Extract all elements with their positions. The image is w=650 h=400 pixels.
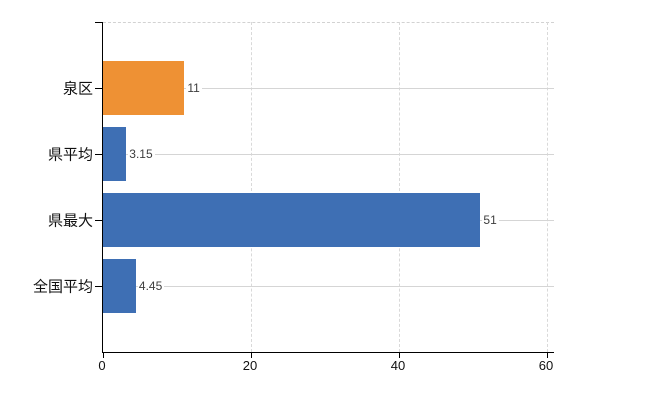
plot-area: 11 3.15 51 4.45 bbox=[95, 22, 554, 358]
gridline-vertical bbox=[547, 22, 548, 352]
bar-value-label: 11 bbox=[186, 81, 202, 95]
bar bbox=[103, 127, 127, 181]
bar-value-label: 51 bbox=[482, 213, 499, 227]
bar bbox=[103, 61, 185, 115]
y-axis-category-labels: 泉区県平均県最大全国平均 bbox=[0, 22, 93, 352]
gridline-vertical bbox=[251, 22, 252, 352]
category-label: 県平均 bbox=[47, 146, 93, 164]
gridline-vertical bbox=[399, 22, 400, 352]
x-tick-label: 40 bbox=[390, 358, 406, 373]
x-axis-tick-labels: 0 20 40 60 bbox=[98, 358, 554, 378]
bar-value-label: 3.15 bbox=[128, 147, 155, 161]
y-tick-mark bbox=[95, 88, 103, 89]
x-tick-mark bbox=[103, 353, 104, 358]
gridline-horizontal bbox=[103, 286, 554, 287]
gridline-horizontal bbox=[103, 88, 554, 89]
x-tick-label: 60 bbox=[538, 358, 554, 373]
x-tick-mark bbox=[399, 353, 400, 358]
gridline-horizontal bbox=[103, 154, 554, 155]
y-tick-mark bbox=[95, 154, 103, 155]
bar bbox=[103, 259, 136, 313]
y-tick-mark bbox=[95, 286, 103, 287]
x-tick-label: 0 bbox=[98, 358, 106, 373]
plot-top-border bbox=[103, 22, 554, 23]
y-tick-mark bbox=[95, 220, 103, 221]
x-tick-label: 20 bbox=[242, 358, 258, 373]
y-axis-top-tick-mark bbox=[95, 22, 103, 23]
x-tick-mark bbox=[547, 353, 548, 358]
x-tick-mark bbox=[251, 353, 252, 358]
bar bbox=[103, 193, 481, 247]
category-label: 県最大 bbox=[47, 212, 93, 230]
bar-value-label: 4.45 bbox=[137, 279, 165, 293]
category-label: 泉区 bbox=[62, 80, 93, 98]
category-label: 全国平均 bbox=[32, 278, 93, 296]
